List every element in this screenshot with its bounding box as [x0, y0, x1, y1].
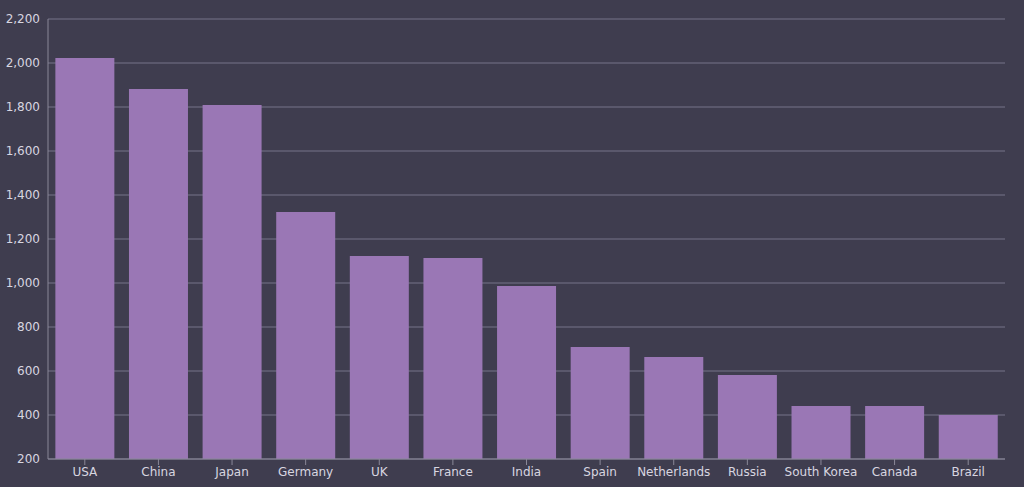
svg-text:Spain: Spain — [583, 465, 617, 479]
svg-text:Germany: Germany — [278, 465, 333, 479]
svg-text:UK: UK — [371, 465, 389, 479]
svg-text:Canada: Canada — [872, 465, 918, 479]
svg-text:India: India — [512, 465, 541, 479]
svg-text:800: 800 — [17, 320, 40, 334]
svg-text:2,200: 2,200 — [8, 12, 40, 26]
svg-text:China: China — [141, 465, 175, 479]
svg-text:2,000: 2,000 — [8, 56, 40, 70]
svg-text:Brazil: Brazil — [951, 465, 985, 479]
svg-text:200: 200 — [17, 452, 40, 466]
svg-text:600: 600 — [17, 364, 40, 378]
svg-text:Russia: Russia — [728, 465, 767, 479]
svg-text:1,800: 1,800 — [8, 100, 40, 114]
svg-text:1,000: 1,000 — [8, 276, 40, 290]
svg-text:1,400: 1,400 — [8, 188, 40, 202]
svg-text:Japan: Japan — [214, 465, 248, 479]
svg-text:400: 400 — [17, 408, 40, 422]
svg-text:1,600: 1,600 — [8, 144, 40, 158]
svg-text:France: France — [433, 465, 473, 479]
svg-text:Netherlands: Netherlands — [637, 465, 710, 479]
svg-text:USA: USA — [72, 465, 98, 479]
svg-text:South Korea: South Korea — [785, 465, 858, 479]
svg-text:1,200: 1,200 — [8, 232, 40, 246]
